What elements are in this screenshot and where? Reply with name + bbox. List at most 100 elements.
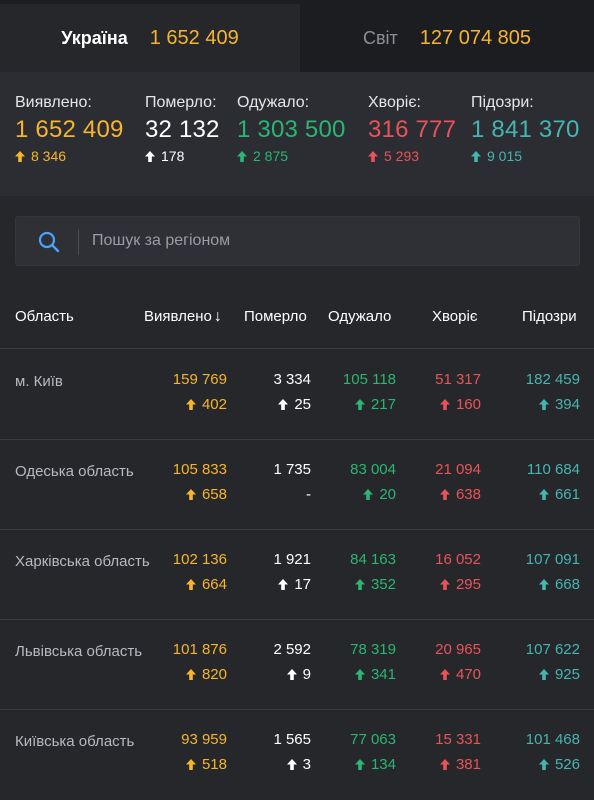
recovered-delta: 341 [354, 666, 396, 683]
table-row[interactable]: Львівська область 101 876 820 2 592 9 78 319 3… [0, 619, 594, 709]
detected-delta: 518 [185, 756, 227, 773]
detected-delta-value: 820 [201, 666, 227, 683]
arrow-up-icon [185, 579, 196, 590]
region-name: Львівська область [15, 643, 143, 660]
summary-sick-label: Хворіє: [368, 94, 421, 111]
summary-deaths-delta: 178 [145, 148, 220, 164]
deaths-delta: 3 [286, 756, 311, 773]
detected-delta-value: 658 [201, 486, 227, 503]
table-row[interactable]: Київська область 93 959 518 1 565 3 77 063 134… [0, 709, 594, 799]
arrow-up-icon [185, 759, 196, 770]
table-row[interactable]: Харківська область 102 136 664 1 921 17 84 16… [0, 529, 594, 619]
suspected-value: 182 459 [525, 371, 580, 388]
detected-value: 93 959 [181, 731, 227, 748]
tab-world-value: 127 074 805 [419, 26, 532, 49]
suspected-delta-value: 661 [554, 486, 580, 503]
summary-deaths: Померло: 32 132 178 [145, 94, 220, 164]
arrow-up-icon [145, 150, 155, 162]
header-detected[interactable]: Виявлено ↓ [144, 308, 222, 326]
region-name: Одеська область [15, 463, 134, 480]
suspected-delta: 394 [538, 396, 580, 413]
arrow-up-icon [363, 489, 374, 500]
recovered-delta-value: 217 [370, 396, 396, 413]
region-name: м. Київ [15, 373, 63, 390]
scope-tabs: Україна 1 652 409 Світ 127 074 805 [0, 0, 594, 76]
detected-value: 102 136 [172, 551, 227, 568]
search-input[interactable] [92, 217, 562, 265]
deaths-value: 1 735 [273, 461, 311, 478]
detected-delta-value: 402 [201, 396, 227, 413]
detected-value: 101 876 [172, 641, 227, 658]
summary-detected: Виявлено: 1 652 409 8 346 [15, 94, 124, 164]
suspected-delta-value: 925 [554, 666, 580, 683]
recovered-value: 84 163 [350, 551, 396, 568]
region-name: Харківська область [15, 553, 150, 570]
summary-sick: Хворіє: 316 777 5 293 [368, 94, 456, 164]
header-sick[interactable]: Хворіє [432, 308, 478, 325]
tab-ukraine[interactable]: Україна 1 652 409 [0, 4, 300, 72]
detected-value: 159 769 [172, 371, 227, 388]
search-icon[interactable] [38, 231, 60, 253]
arrow-up-icon [278, 399, 289, 410]
sick-delta: 381 [439, 756, 481, 773]
recovered-delta: 20 [363, 486, 396, 503]
recovered-delta: 217 [354, 396, 396, 413]
deaths-delta-value: 25 [294, 396, 311, 413]
tab-ukraine-label: Україна [61, 27, 128, 48]
sick-delta: 160 [439, 396, 481, 413]
recovered-delta: 134 [354, 756, 396, 773]
recovered-delta: 352 [354, 576, 396, 593]
deaths-delta: 25 [278, 396, 311, 413]
arrow-up-icon [439, 669, 450, 680]
tabs-top-strip [0, 0, 594, 4]
table-row[interactable]: Одеська область 105 833 658 1 735 - 83 004 20 2… [0, 439, 594, 529]
summary-sick-delta: 5 293 [368, 148, 456, 164]
header-detected-label: Виявлено [144, 308, 212, 325]
recovered-value: 78 319 [350, 641, 396, 658]
row-divider [0, 619, 594, 620]
row-divider [0, 529, 594, 530]
deaths-delta-value: 9 [302, 666, 311, 683]
tab-ukraine-value: 1 652 409 [149, 26, 239, 49]
summary-deaths-value: 32 132 [145, 116, 220, 143]
arrow-up-icon [278, 579, 289, 590]
summary-panel: Виявлено: 1 652 409 8 346 Померло: 32 13… [0, 72, 594, 196]
detected-delta-value: 664 [201, 576, 227, 593]
deaths-delta: 9 [286, 666, 311, 683]
summary-suspected-label: Підозри: [471, 94, 534, 111]
arrow-up-icon [15, 150, 25, 162]
tab-world[interactable]: Світ 127 074 805 [300, 4, 594, 72]
sick-value: 15 331 [435, 731, 481, 748]
arrow-up-icon [237, 150, 247, 162]
suspected-value: 101 468 [525, 731, 580, 748]
header-region[interactable]: Область [15, 308, 74, 325]
arrow-up-icon [354, 669, 365, 680]
arrow-up-icon [368, 150, 378, 162]
sick-value: 16 052 [435, 551, 481, 568]
header-recovered[interactable]: Одужало [328, 308, 392, 325]
sick-value: 51 317 [435, 371, 481, 388]
arrow-up-icon [439, 399, 450, 410]
sick-delta: 638 [439, 486, 481, 503]
arrow-up-icon [439, 759, 450, 770]
header-suspected[interactable]: Підозри [522, 308, 577, 325]
arrow-up-icon [354, 399, 365, 410]
summary-detected-value: 1 652 409 [15, 116, 124, 143]
arrow-up-icon [354, 759, 365, 770]
recovered-delta-value: 134 [370, 756, 396, 773]
table-row[interactable]: м. Київ 159 769 402 3 334 25 105 118 217 51 317… [0, 349, 594, 439]
suspected-delta: 668 [538, 576, 580, 593]
summary-detected-delta: 8 346 [15, 148, 124, 164]
suspected-value: 110 684 [526, 461, 580, 478]
deaths-value: 3 334 [273, 371, 311, 388]
suspected-delta: 661 [538, 486, 580, 503]
region-search [15, 216, 580, 266]
suspected-delta: 925 [538, 666, 580, 683]
sick-delta-value: 470 [455, 666, 481, 683]
arrow-up-icon [538, 399, 549, 410]
deaths-delta: - [306, 486, 311, 503]
header-deaths[interactable]: Померло [244, 308, 307, 325]
deaths-delta-value: - [306, 486, 311, 503]
arrow-up-icon [286, 669, 297, 680]
deaths-value: 1 921 [273, 551, 311, 568]
